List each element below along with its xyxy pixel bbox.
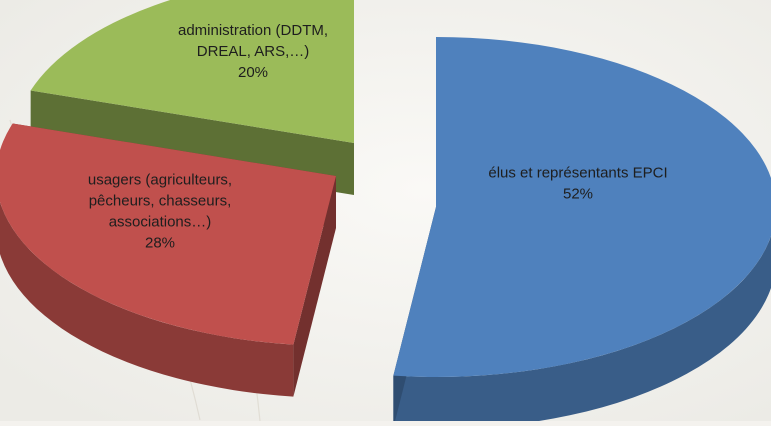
slice-cut-face — [293, 176, 336, 397]
slice-label: usagers (agriculteurs, pêcheurs, chasseur… — [88, 172, 232, 252]
pie-slice — [0, 123, 337, 397]
pie-slice — [393, 37, 771, 426]
labels-layer: élus et représentants EPCI 52% usagers (ag… — [88, 22, 668, 252]
slice-label: élus et représentants EPCI 52% — [488, 165, 667, 203]
slice-side — [393, 235, 771, 426]
slice-top — [0, 123, 336, 345]
slice-top — [30, 0, 354, 143]
slice-top — [393, 37, 771, 377]
slice-side — [0, 201, 294, 397]
slice-label: administration (DDTM, DREAL, ARS,…) 20% — [178, 22, 328, 81]
